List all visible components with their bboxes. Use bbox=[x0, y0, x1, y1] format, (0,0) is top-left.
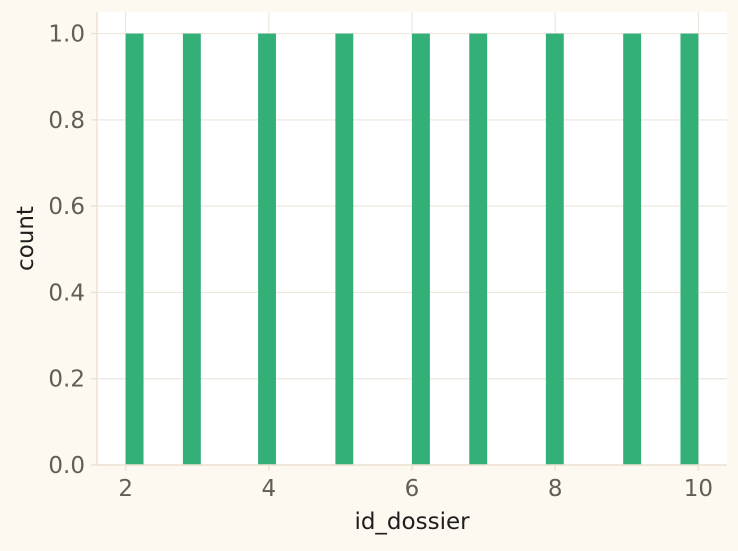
histogram-bar bbox=[545, 33, 564, 465]
x-tick-label: 2 bbox=[118, 476, 133, 502]
histogram-bar bbox=[680, 33, 699, 465]
y-tick-label: 0.4 bbox=[48, 280, 85, 306]
histogram-bar bbox=[412, 33, 430, 465]
y-tick-label: 0.6 bbox=[48, 194, 85, 220]
y-tick-label: 0.2 bbox=[48, 367, 85, 393]
x-axis-label: id_dossier bbox=[354, 509, 470, 535]
histogram-bar bbox=[125, 33, 144, 465]
y-tick-label: 0.0 bbox=[48, 453, 85, 479]
tick-layer: 2 4 6 8 10 0.0 0.2 0.4 0.6 0.8 1.0 bbox=[48, 22, 713, 502]
x-tick-label: 4 bbox=[261, 476, 276, 502]
histogram-bar bbox=[335, 33, 354, 465]
y-axis-label: count bbox=[13, 206, 39, 271]
x-tick-label: 10 bbox=[684, 476, 713, 502]
y-tick-label: 0.8 bbox=[48, 108, 85, 134]
histogram-bar bbox=[469, 33, 488, 465]
histogram-bar bbox=[623, 33, 642, 465]
x-tick-label: 8 bbox=[548, 476, 563, 502]
bars-layer bbox=[125, 33, 699, 465]
y-tick-label: 1.0 bbox=[48, 22, 85, 48]
histogram-bar bbox=[258, 33, 276, 465]
x-tick-label: 6 bbox=[405, 476, 420, 502]
histogram-bar bbox=[182, 33, 201, 465]
